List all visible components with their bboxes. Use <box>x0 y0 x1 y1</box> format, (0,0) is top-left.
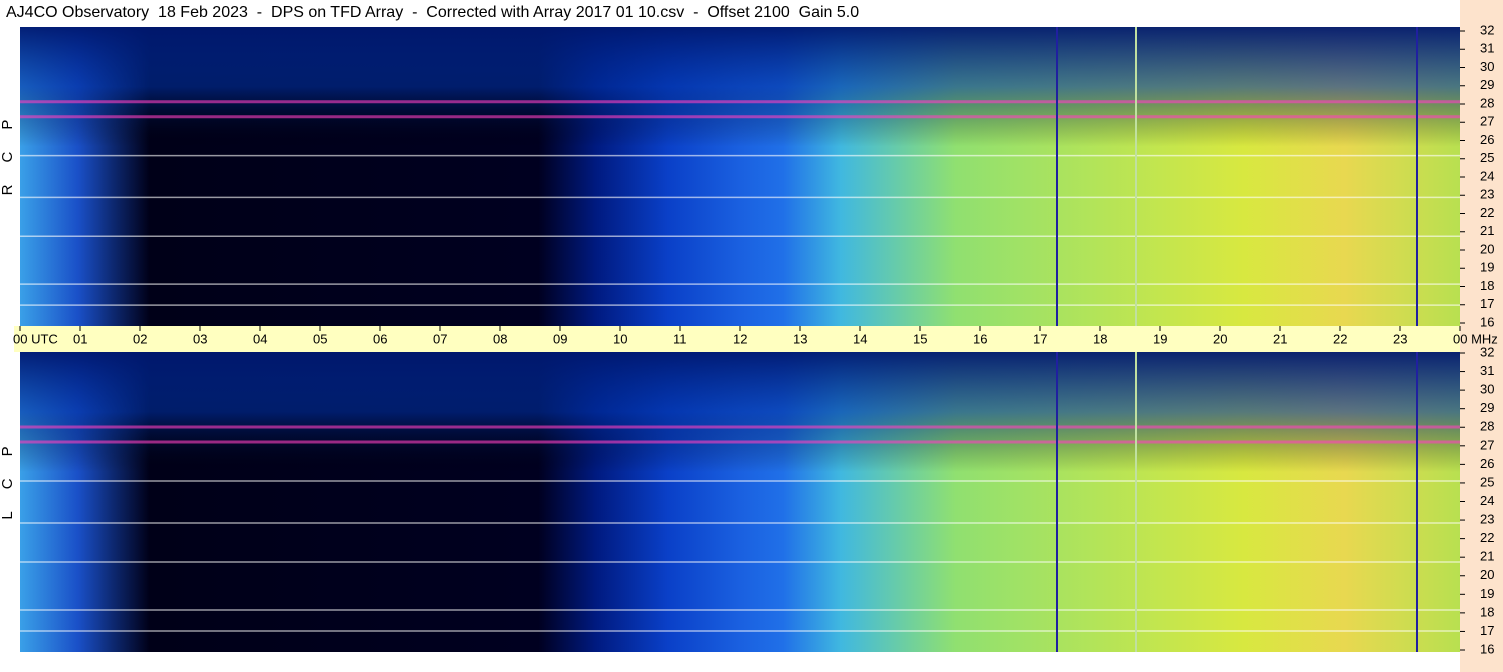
y-tick-label: 32 <box>1480 22 1494 37</box>
x-tick-label: 22 <box>1333 331 1347 346</box>
y-tick-label: 27 <box>1480 114 1494 129</box>
axis-strip <box>1460 0 1503 672</box>
y-tick-label: 22 <box>1480 205 1494 220</box>
x-tick-label: 13 <box>793 331 807 346</box>
x-tick-label: 20 <box>1213 331 1227 346</box>
x-tick-label: 03 <box>193 331 207 346</box>
x-tick-label: 11 <box>673 331 687 346</box>
y-tick-label: 20 <box>1480 241 1494 256</box>
x-tick-label: 00 MHz <box>1453 331 1498 346</box>
spectrogram-shade <box>20 352 1460 652</box>
time-axis-band <box>14 326 1460 352</box>
y-axis-label: RCP <box>0 98 16 196</box>
y-tick-label: 16 <box>1480 314 1494 329</box>
y-tick-label: 16 <box>1480 641 1494 656</box>
x-tick-label: 09 <box>553 331 567 346</box>
y-tick-label: 31 <box>1480 363 1494 378</box>
spectrogram-shade <box>20 27 1460 326</box>
x-tick-label: 00 UTC <box>13 331 58 346</box>
y-tick-label: 26 <box>1480 132 1494 147</box>
x-tick-label: 19 <box>1153 331 1167 346</box>
y-tick-label: 27 <box>1480 437 1494 452</box>
y-tick-label: 19 <box>1480 260 1494 275</box>
x-tick-label: 12 <box>733 331 747 346</box>
x-tick-label: 06 <box>373 331 387 346</box>
y-tick-label: 29 <box>1480 77 1494 92</box>
y-tick-label: 26 <box>1480 456 1494 471</box>
x-tick-label: 07 <box>433 331 447 346</box>
x-tick-label: 05 <box>313 331 327 346</box>
y-tick-label: 29 <box>1480 400 1494 415</box>
y-tick-label: 17 <box>1480 623 1494 638</box>
y-tick-label: 23 <box>1480 187 1494 202</box>
y-tick-label: 18 <box>1480 604 1494 619</box>
y-tick-label: 31 <box>1480 41 1494 56</box>
x-tick-label: 15 <box>913 331 927 346</box>
chart-title: AJ4CO Observatory 18 Feb 2023 - DPS on T… <box>6 4 859 21</box>
y-tick-label: 20 <box>1480 567 1494 582</box>
y-axis-label: LCP <box>0 424 16 519</box>
x-tick-label: 23 <box>1393 331 1407 346</box>
y-tick-label: 32 <box>1480 344 1494 359</box>
y-tick-label: 21 <box>1480 223 1494 238</box>
y-tick-label: 18 <box>1480 278 1494 293</box>
y-tick-label: 17 <box>1480 296 1494 311</box>
y-tick-label: 19 <box>1480 586 1494 601</box>
x-tick-label: 21 <box>1273 331 1287 346</box>
y-tick-label: 28 <box>1480 95 1494 110</box>
x-tick-label: 01 <box>73 331 87 346</box>
y-tick-label: 30 <box>1480 382 1494 397</box>
y-tick-label: 24 <box>1480 168 1494 183</box>
y-tick-label: 21 <box>1480 549 1494 564</box>
y-tick-label: 24 <box>1480 493 1494 508</box>
x-tick-label: 16 <box>973 331 987 346</box>
x-tick-label: 18 <box>1093 331 1107 346</box>
x-tick-label: 02 <box>133 331 147 346</box>
y-tick-label: 22 <box>1480 530 1494 545</box>
x-tick-label: 17 <box>1033 331 1047 346</box>
x-tick-label: 14 <box>853 331 867 346</box>
y-tick-label: 25 <box>1480 150 1494 165</box>
x-tick-label: 08 <box>493 331 507 346</box>
y-tick-label: 30 <box>1480 59 1494 74</box>
y-tick-label: 25 <box>1480 474 1494 489</box>
x-tick-label: 04 <box>253 331 267 346</box>
x-tick-label: 10 <box>613 331 627 346</box>
y-tick-label: 28 <box>1480 419 1494 434</box>
y-tick-label: 23 <box>1480 512 1494 527</box>
